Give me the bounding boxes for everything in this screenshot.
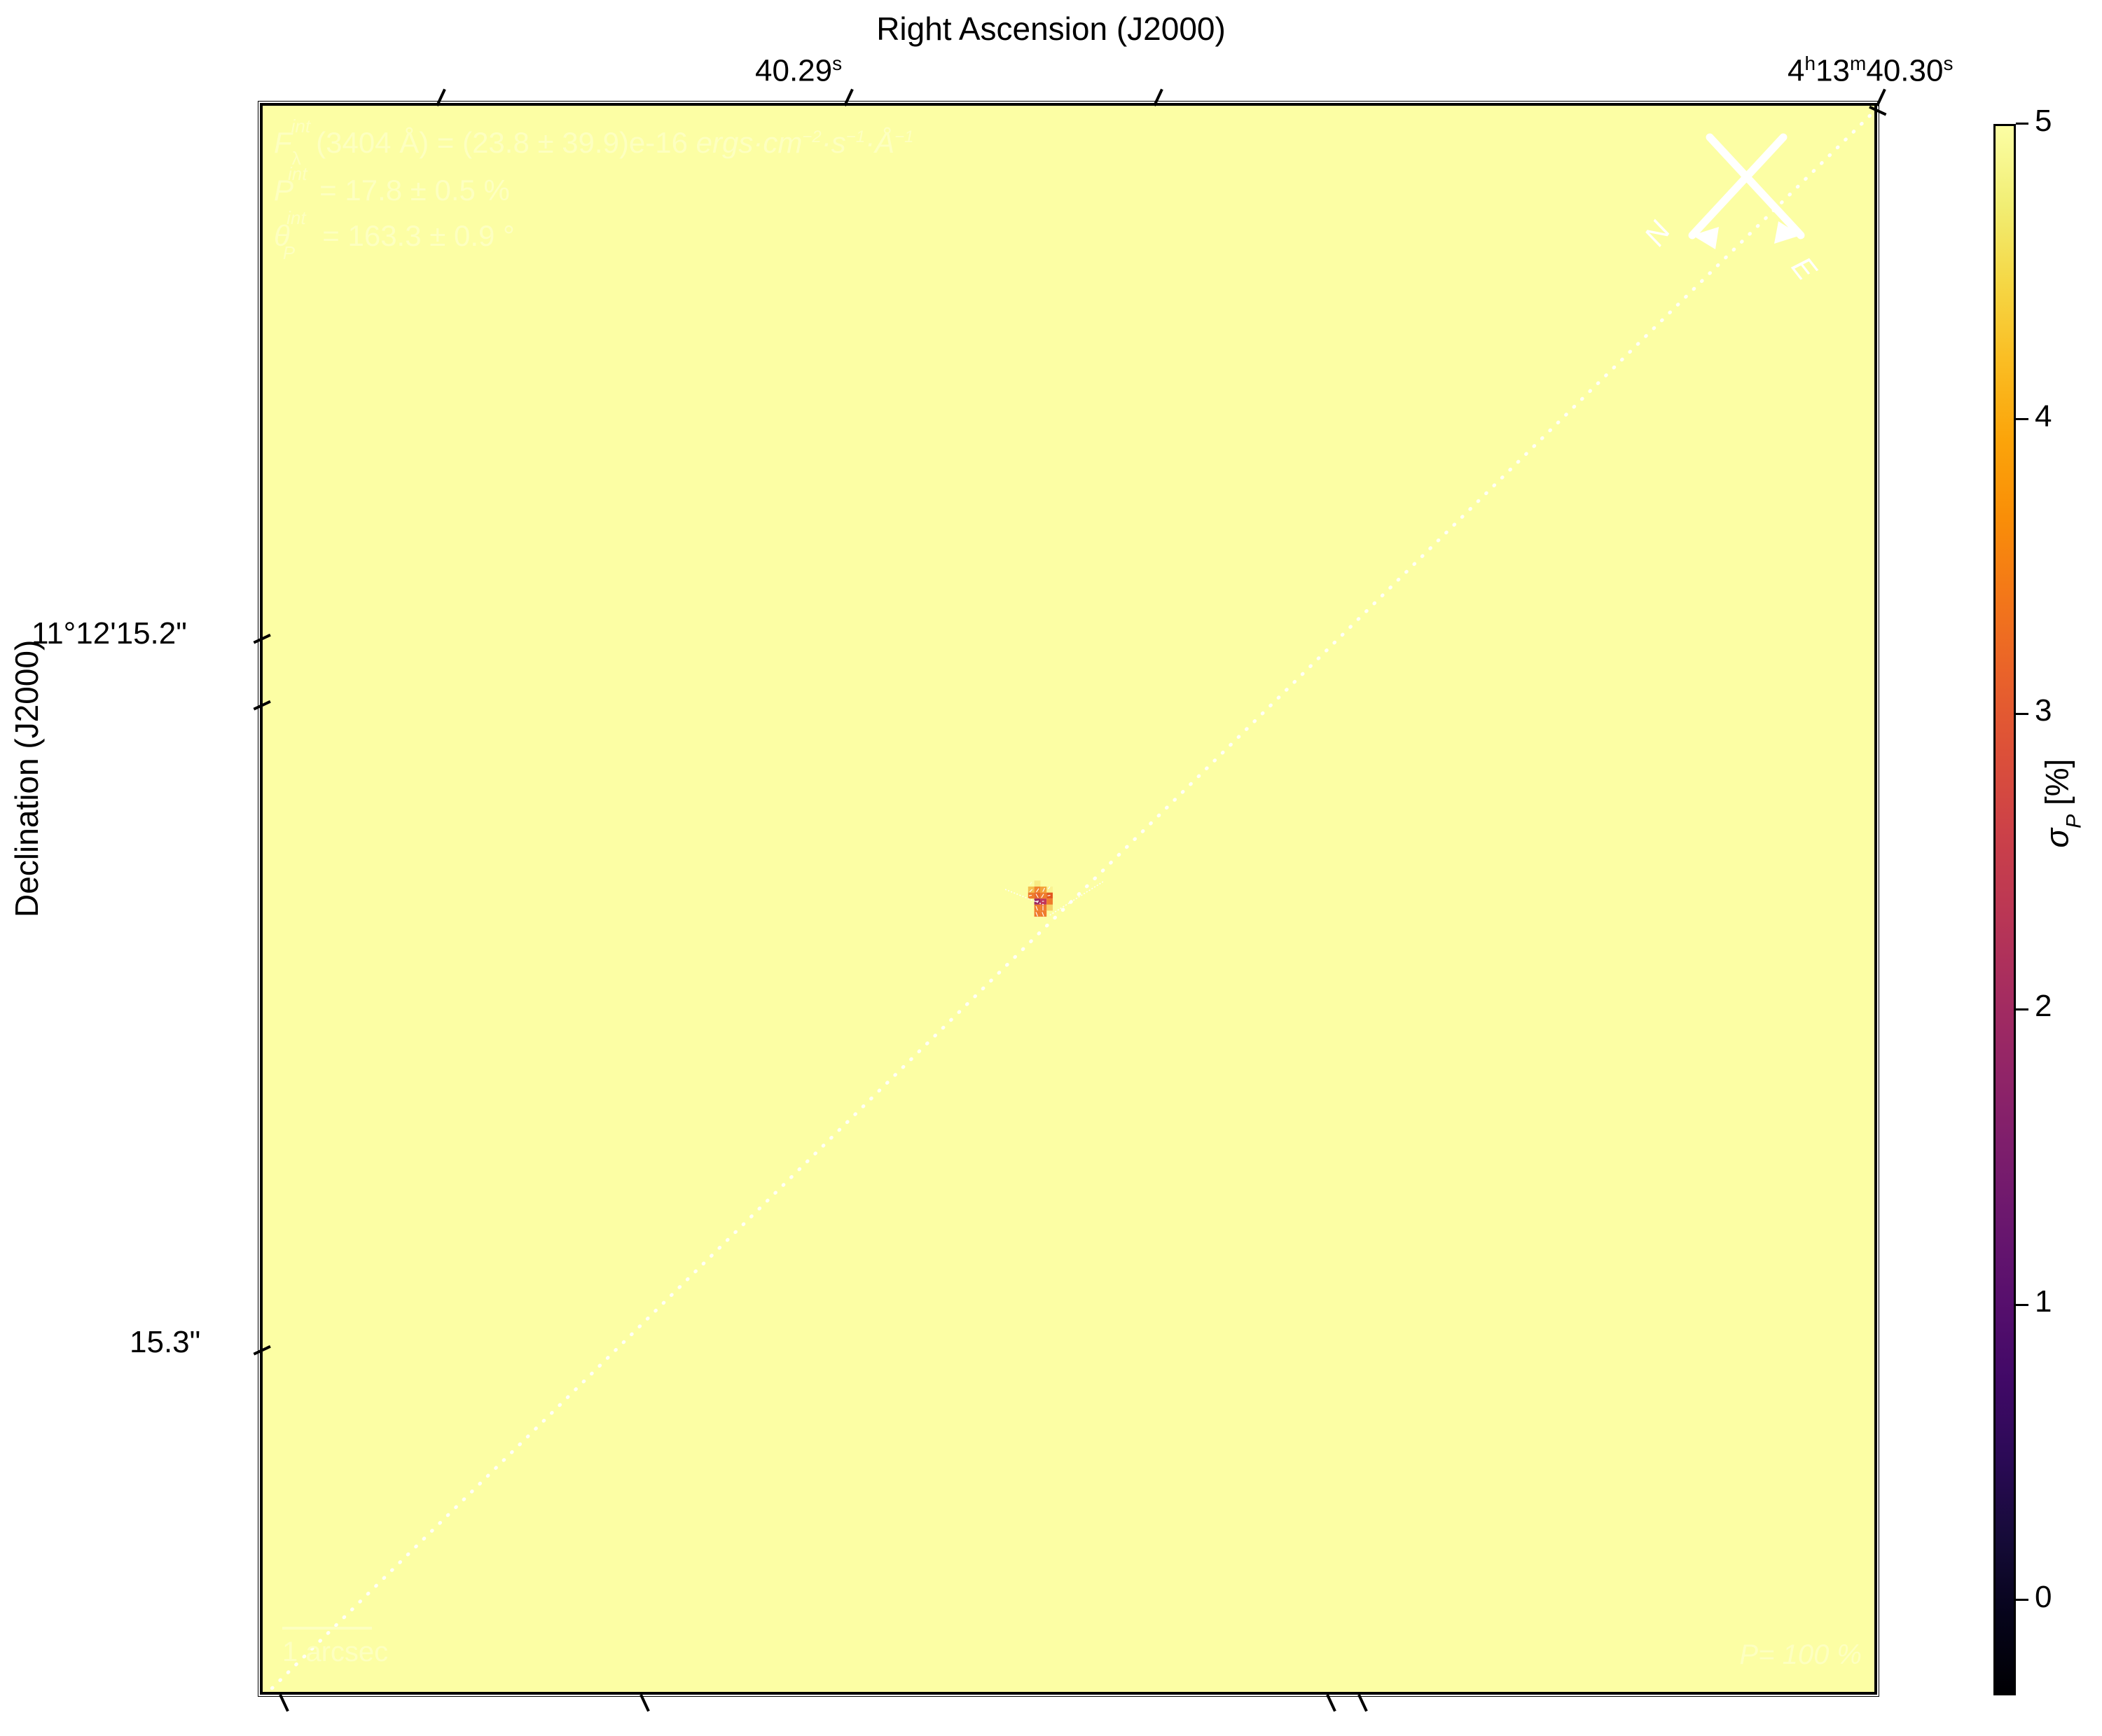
svg-text:E: E <box>1785 251 1824 287</box>
svg-text:N: N <box>1638 215 1677 251</box>
